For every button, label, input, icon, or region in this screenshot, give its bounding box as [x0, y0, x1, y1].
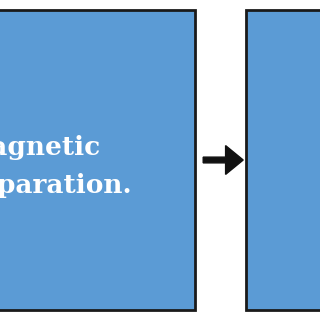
Text: Separation.: Separation.: [0, 173, 132, 198]
FancyBboxPatch shape: [0, 10, 195, 310]
FancyArrow shape: [203, 146, 243, 174]
FancyBboxPatch shape: [246, 10, 320, 310]
Text: Magnetic: Magnetic: [0, 135, 101, 160]
